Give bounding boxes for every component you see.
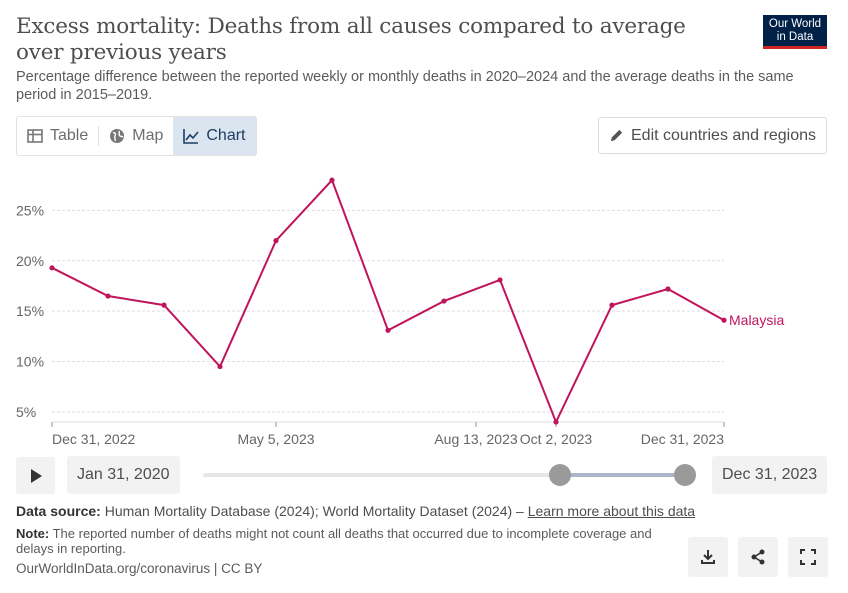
x-tick-label: Oct 2, 2023 xyxy=(520,431,593,447)
chart-note: Note: The reported number of deaths migh… xyxy=(16,526,676,556)
data-point[interactable] xyxy=(105,293,111,299)
data-point[interactable] xyxy=(329,177,335,183)
note-text: The reported number of deaths might not … xyxy=(16,526,652,556)
series-layer: Malaysia xyxy=(49,177,784,425)
y-tick-label: 15% xyxy=(16,303,44,319)
data-point[interactable] xyxy=(49,265,55,271)
data-point[interactable] xyxy=(441,298,447,304)
timeline-end-handle[interactable] xyxy=(674,464,696,486)
fullscreen-button[interactable] xyxy=(788,537,828,577)
tab-table-label: Table xyxy=(50,127,89,144)
view-tabs: Table Map Chart xyxy=(16,116,257,156)
tab-table[interactable]: Table xyxy=(17,117,98,155)
data-point[interactable] xyxy=(385,327,391,333)
play-button[interactable] xyxy=(16,457,55,494)
data-point[interactable] xyxy=(161,302,167,308)
note-label: Note: xyxy=(16,526,50,541)
tab-divider xyxy=(98,126,100,146)
x-tick-label: Aug 13, 2023 xyxy=(434,431,518,447)
learn-more-link[interactable]: Learn more about this data xyxy=(527,503,696,519)
y-tick-label: 20% xyxy=(16,253,44,269)
timeline: Jan 31, 2020 Dec 31, 2023 xyxy=(0,455,848,495)
y-axis-ticks: 5% 10% 15% 20% 25% xyxy=(16,202,44,420)
timeline-selection xyxy=(559,473,685,477)
share-icon xyxy=(751,549,765,565)
line-chart: 5% 10% 15% 20% 25% Dec 31, 2022 May 5, 2023 Au… xyxy=(16,177,784,447)
download-button[interactable] xyxy=(688,537,728,577)
edit-countries-label: Edit countries and regions xyxy=(631,126,816,144)
pencil-icon xyxy=(610,129,623,142)
grid-lines xyxy=(52,209,724,423)
tab-map-label: Map xyxy=(132,127,164,144)
data-point[interactable] xyxy=(217,363,223,370)
timeline-start-date[interactable]: Jan 31, 2020 xyxy=(67,456,180,494)
table-icon xyxy=(27,129,43,143)
source-url[interactable]: OurWorldInData.org/coronavirus | CC BY xyxy=(16,561,263,576)
x-tick-label: May 5, 2023 xyxy=(237,431,314,447)
share-button[interactable] xyxy=(738,537,778,577)
y-tick-label: 25% xyxy=(16,202,44,218)
data-source: Data source: Human Mortality Database (2… xyxy=(16,503,716,519)
y-tick-label: 5% xyxy=(16,404,36,420)
logo-line-2: in Data xyxy=(776,31,814,43)
tab-map[interactable]: Map xyxy=(99,117,173,155)
y-tick-label: 10% xyxy=(16,354,44,370)
x-tick-label: Dec 31, 2022 xyxy=(52,431,135,447)
data-point[interactable] xyxy=(273,238,279,244)
line-chart-icon xyxy=(183,129,199,144)
timeline-start-handle[interactable] xyxy=(548,464,571,486)
download-icon xyxy=(701,550,715,564)
tab-chart-label: Chart xyxy=(206,127,246,144)
series-label-malaysia[interactable]: Malaysia xyxy=(729,312,784,328)
data-point[interactable] xyxy=(553,419,559,425)
data-point[interactable] xyxy=(497,277,503,283)
logo-line-1: Our World xyxy=(768,18,822,30)
data-point[interactable] xyxy=(665,286,671,292)
fullscreen-icon xyxy=(800,549,816,565)
x-tick-label: Dec 31, 2023 xyxy=(641,431,724,447)
timeline-end-date[interactable]: Dec 31, 2023 xyxy=(712,456,828,494)
data-source-label: Data source: xyxy=(16,503,101,519)
series-line-malaysia[interactable] xyxy=(51,178,725,425)
tab-chart[interactable]: Chart xyxy=(173,117,256,155)
edit-countries-button[interactable]: Edit countries and regions xyxy=(598,117,827,154)
data-point[interactable] xyxy=(609,302,615,308)
chart-subtitle: Percentage difference between the report… xyxy=(16,69,794,103)
globe-icon xyxy=(110,129,125,143)
data-source-text: Human Mortality Database (2024); World M… xyxy=(104,503,528,519)
owid-logo[interactable]: Our World in Data xyxy=(763,15,827,49)
data-point[interactable] xyxy=(721,317,727,323)
x-axis-ticks: Dec 31, 2022 May 5, 2023 Aug 13, 2023 Oct 2… xyxy=(51,422,725,447)
timeline-track[interactable] xyxy=(203,473,688,477)
chart-title: Excess mortality: Deaths from all causes… xyxy=(16,14,686,65)
